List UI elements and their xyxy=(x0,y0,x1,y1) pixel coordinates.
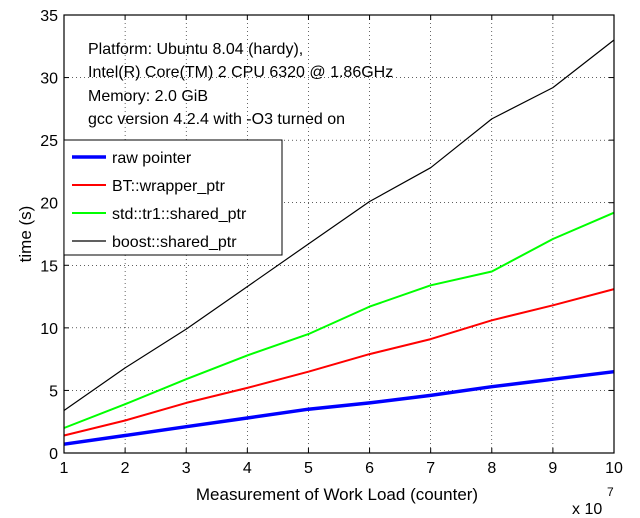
y-tick-label-3: 15 xyxy=(40,258,58,275)
legend-label-std-tr1-shared-ptr: std::tr1::shared_ptr xyxy=(112,206,247,223)
annotation-line-3: Memory: 2.0 GiB xyxy=(88,88,208,105)
x-tick-label-9: 10 xyxy=(605,460,623,477)
series-lines xyxy=(63,39,615,446)
legend-label-raw-pointer: raw pointer xyxy=(112,150,192,167)
annotation-line-1: Platform: Ubuntu 8.04 (hardy), xyxy=(88,41,303,58)
series-line-raw-pointer xyxy=(63,369,615,446)
x-tick-label-0: 1 xyxy=(60,460,69,477)
legend-box xyxy=(63,139,283,256)
y-tick-label-4: 20 xyxy=(40,196,58,213)
x-tick-label-3: 4 xyxy=(243,460,252,477)
x-axis-exponent-power: 7 xyxy=(607,485,614,499)
annotation-line-4: gcc version 4.2.4 with -O3 turned on xyxy=(88,111,345,128)
series-line-std-tr1-shared-ptr xyxy=(63,211,615,429)
series-line-boost-shared-ptr xyxy=(63,39,615,411)
x-tick-label-1: 2 xyxy=(121,460,130,477)
x-axis-exponent-base: x 10 xyxy=(572,501,602,518)
axis-ticks: 1 2 3 4 5 6 7 8 9 10 0 5 10 15 20 25 30 35 xyxy=(40,8,623,477)
x-tick-label-6: 7 xyxy=(426,460,435,477)
annotation-line-2: Intel(R) Core(TM) 2 CPU 6320 @ 1.86GHz xyxy=(88,64,393,81)
legend-label-boost-shared-ptr: boost::shared_ptr xyxy=(112,234,237,251)
x-tick-label-7: 8 xyxy=(487,460,496,477)
platform-annotation: Platform: Ubuntu 8.04 (hardy), Intel(R) … xyxy=(88,41,393,128)
y-tick-label-1: 5 xyxy=(49,383,58,400)
y-tick-label-2: 10 xyxy=(40,321,58,338)
legend-label-bt-wrapper-ptr: BT::wrapper_ptr xyxy=(112,178,226,195)
y-tick-label-6: 30 xyxy=(40,71,58,88)
y-tick-label-7: 35 xyxy=(40,8,58,25)
y-axis-label: time (s) xyxy=(16,206,35,263)
y-tick-label-0: 0 xyxy=(49,446,58,463)
series-line-bt-wrapper-ptr xyxy=(63,288,615,437)
x-axis-label: Measurement of Work Load (counter) xyxy=(196,485,478,504)
x-tick-label-8: 9 xyxy=(548,460,557,477)
y-tick-label-5: 25 xyxy=(40,133,58,150)
legend: raw pointer BT::wrapper_ptr std::tr1::sh… xyxy=(63,139,283,256)
x-tick-label-5: 6 xyxy=(365,460,374,477)
x-tick-label-2: 3 xyxy=(182,460,191,477)
x-tick-label-4: 5 xyxy=(304,460,313,477)
